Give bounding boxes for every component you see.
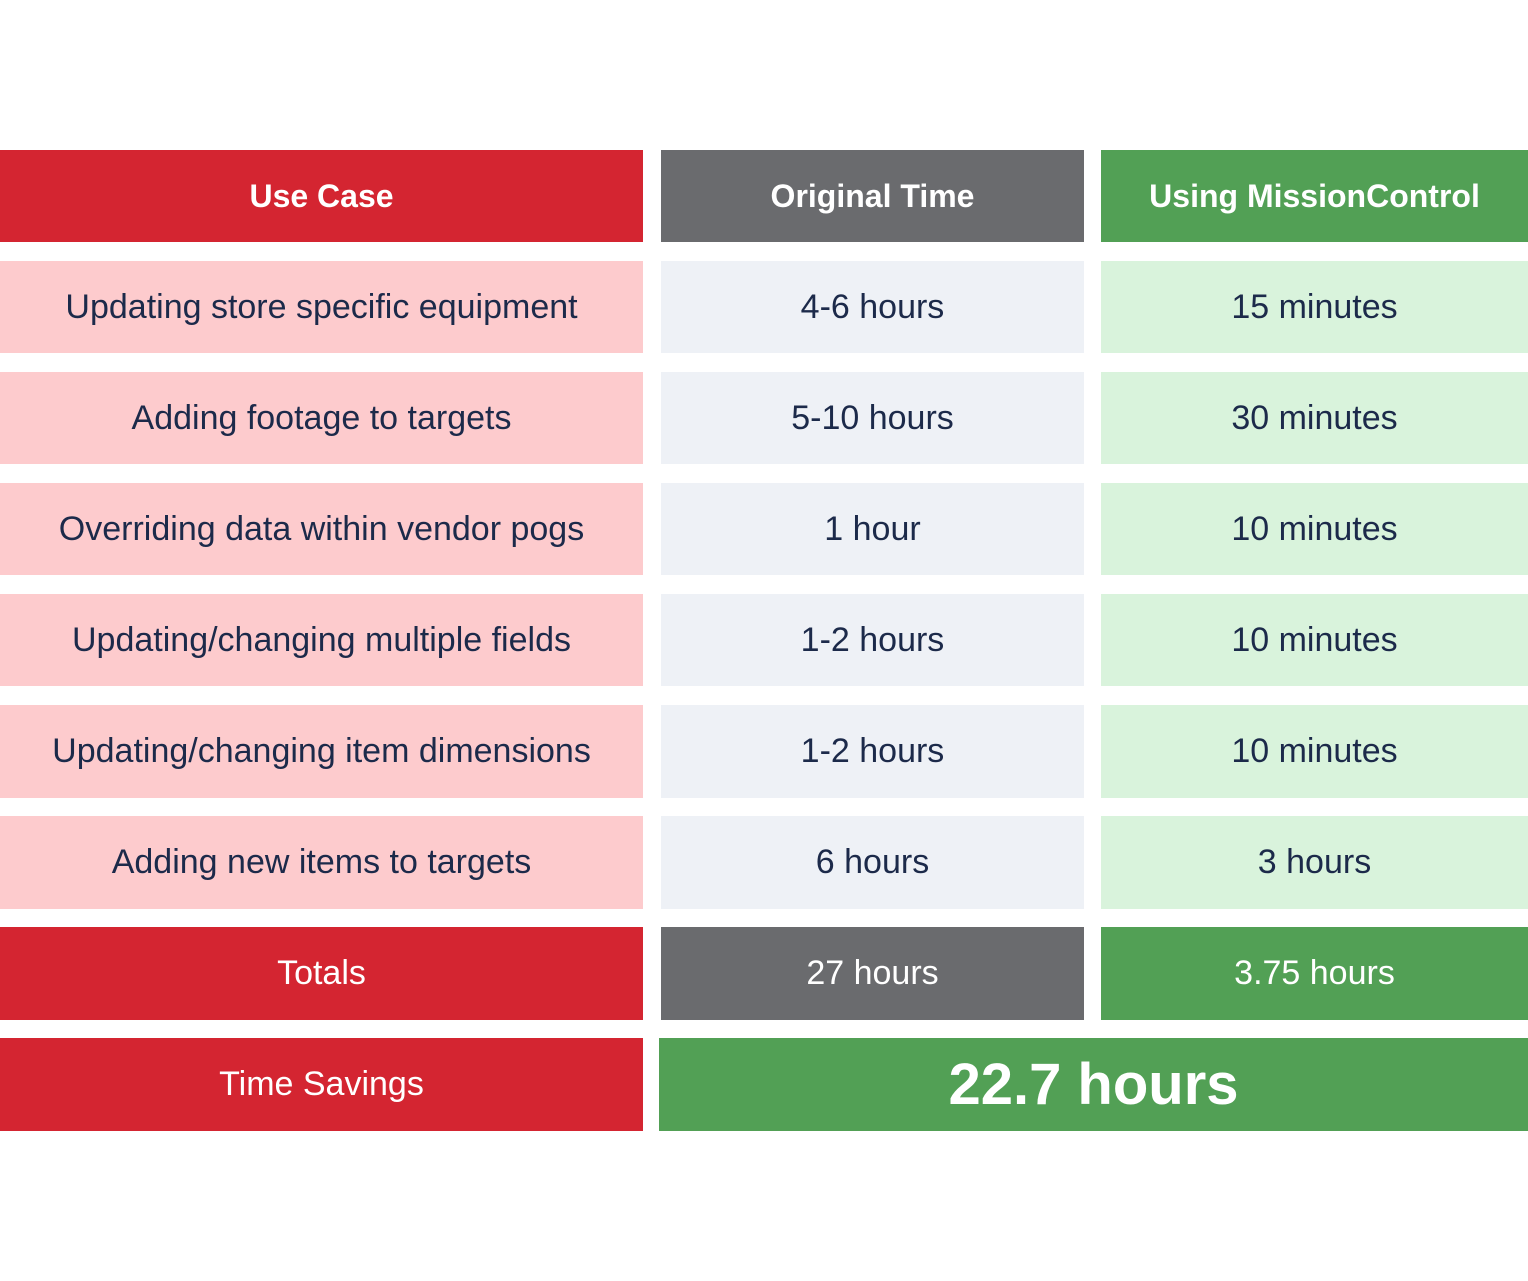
totals-missioncontrol-time: 3.75 hours (1101, 927, 1528, 1020)
header-original-time: Original Time (661, 150, 1084, 242)
original-time-cell: 4-6 hours (661, 261, 1084, 353)
original-time-cell: 1-2 hours (661, 594, 1084, 686)
missioncontrol-time-cell: 15 minutes (1101, 261, 1528, 353)
missioncontrol-time-cell: 10 minutes (1101, 705, 1528, 798)
original-time-cell: 6 hours (661, 816, 1084, 909)
use-case-cell: Adding footage to targets (0, 372, 643, 464)
time-savings-value: 22.7 hours (659, 1038, 1528, 1131)
use-case-cell: Overriding data within vendor pogs (0, 483, 643, 575)
totals-label: Totals (0, 927, 643, 1020)
missioncontrol-time-cell: 3 hours (1101, 816, 1528, 909)
original-time-cell: 1 hour (661, 483, 1084, 575)
original-time-cell: 5-10 hours (661, 372, 1084, 464)
header-using-missioncontrol: Using MissionControl (1101, 150, 1528, 242)
missioncontrol-time-cell: 30 minutes (1101, 372, 1528, 464)
totals-original-time: 27 hours (661, 927, 1084, 1020)
missioncontrol-time-cell: 10 minutes (1101, 483, 1528, 575)
use-case-cell: Updating/changing multiple fields (0, 594, 643, 686)
time-savings-label: Time Savings (0, 1038, 643, 1131)
header-use-case: Use Case (0, 150, 643, 242)
use-case-cell: Adding new items to targets (0, 816, 643, 909)
missioncontrol-time-cell: 10 minutes (1101, 594, 1528, 686)
original-time-cell: 1-2 hours (661, 705, 1084, 798)
use-case-cell: Updating/changing item dimensions (0, 705, 643, 798)
use-case-cell: Updating store specific equipment (0, 261, 643, 353)
